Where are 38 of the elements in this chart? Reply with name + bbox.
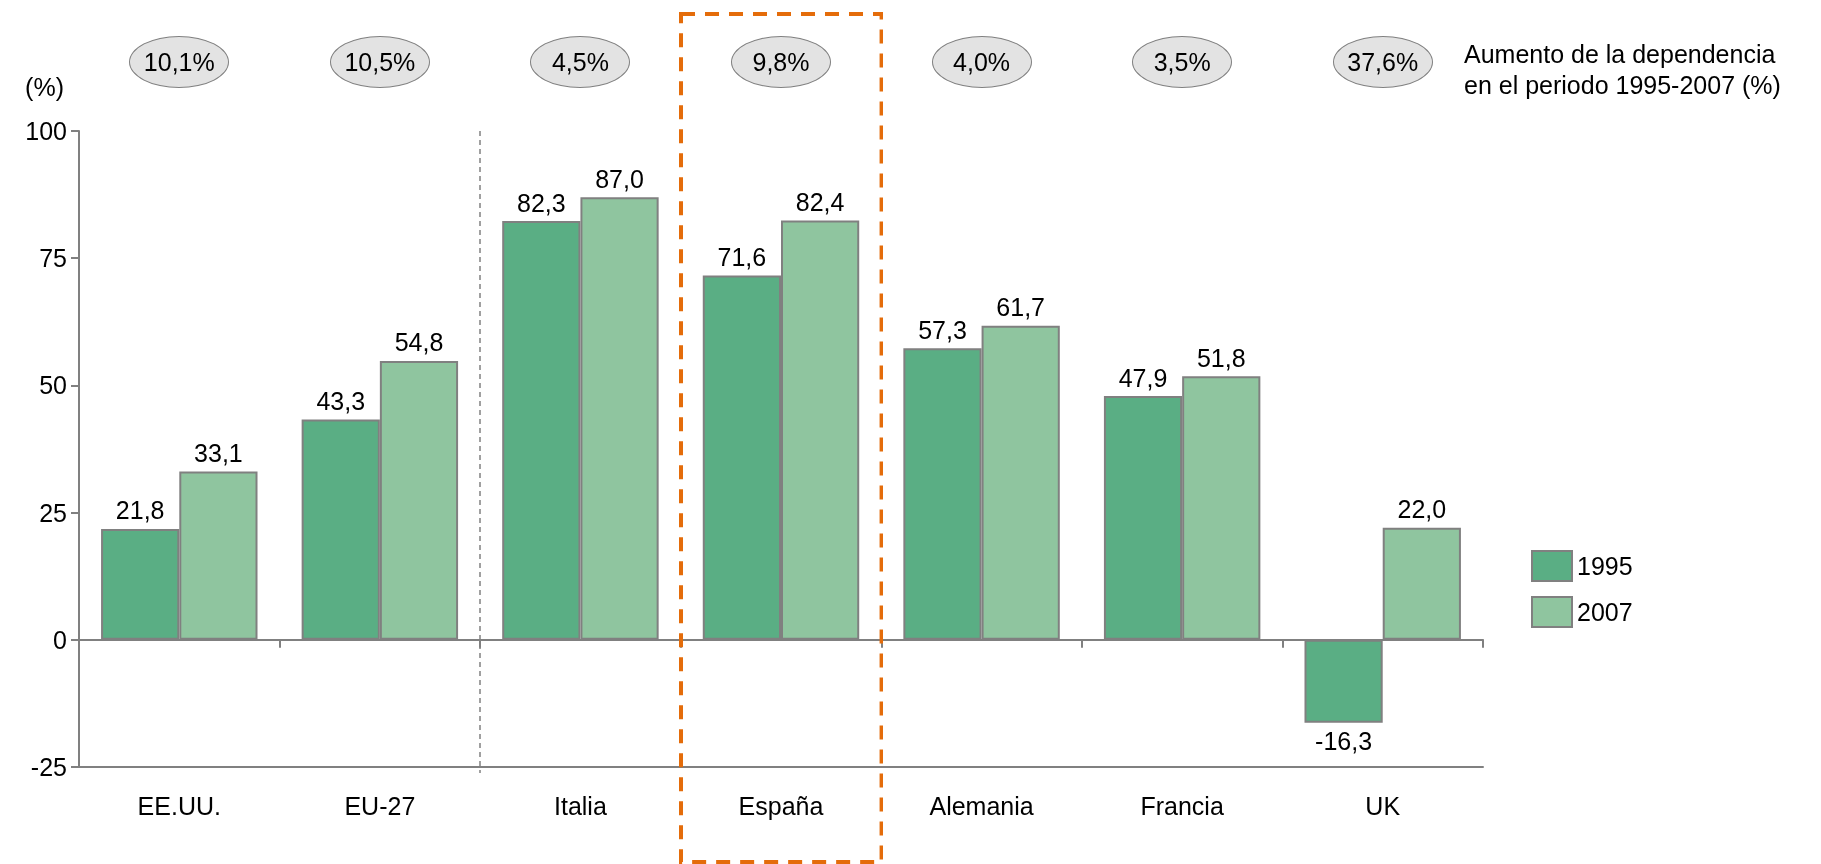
data-label: 71,6 xyxy=(717,243,767,271)
text: Aumento de la dependencia en el periodo 1995-2007 (%) xyxy=(1464,39,1783,99)
data-label: 22,0 xyxy=(1397,495,1447,524)
x-tick-label: España xyxy=(738,791,824,820)
y-axis-title: (%) xyxy=(25,72,64,101)
oval-badge: 37,6% xyxy=(1332,36,1433,88)
y-tick-label: 100 xyxy=(25,117,67,145)
data-label: -16,3 xyxy=(1315,727,1373,756)
y-tick-label: 50 xyxy=(39,371,67,400)
data-label: 82,4 xyxy=(795,188,845,217)
x-tick-label: EU-27 xyxy=(344,791,416,820)
data-label: 47,9 xyxy=(1118,363,1168,392)
data-label: 43,3 xyxy=(316,386,366,415)
oval-badge: 9,8% xyxy=(731,36,831,88)
x-tick-label: Italia xyxy=(554,791,607,820)
data-label: 51,8 xyxy=(1196,343,1246,372)
x-tick-label: Francia xyxy=(1140,791,1224,820)
oval-badge: 10,1% xyxy=(129,36,230,88)
y-tick-label: 0 xyxy=(53,625,67,654)
data-label: 82,3 xyxy=(516,188,566,217)
x-tick-label: UK xyxy=(1365,791,1401,820)
y-tick-label: 75 xyxy=(39,244,67,273)
data-label: 21,8 xyxy=(115,496,165,525)
x-tick-label: Alemania xyxy=(929,791,1034,820)
oval-badge: 4,0% xyxy=(931,36,1032,88)
y-tick-label: -25 xyxy=(30,753,67,781)
data-label: 54,8 xyxy=(394,328,444,357)
data-label: 57,3 xyxy=(918,315,967,344)
oval-badge: 3,5% xyxy=(1132,36,1233,88)
x-tick-label: EE.UU. xyxy=(137,791,221,820)
legend-label: 1995 xyxy=(1577,552,1633,580)
oval-badge: 10,5% xyxy=(329,36,430,88)
legend-label: 2007 xyxy=(1577,598,1633,626)
oval-badge: 4,5% xyxy=(530,36,631,88)
data-label: 61,7 xyxy=(996,293,1046,322)
data-label: 87,0 xyxy=(595,164,644,193)
y-tick-label: 25 xyxy=(39,498,67,527)
data-label: 33,1 xyxy=(194,438,243,467)
